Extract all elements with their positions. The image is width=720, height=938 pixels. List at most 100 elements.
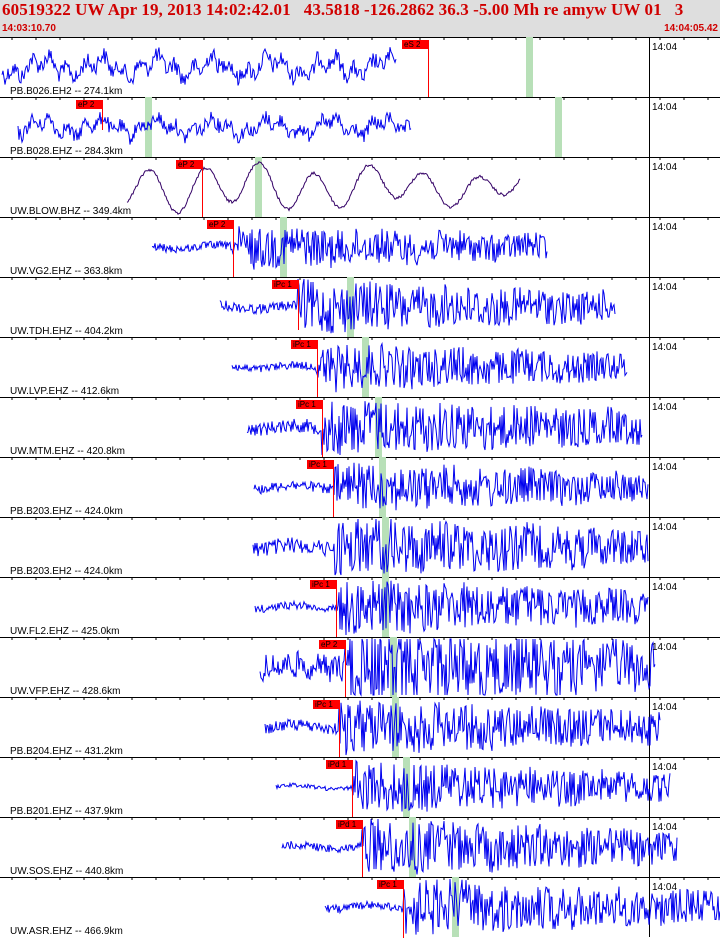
channel-row: eP 2 14:04 UW.VFP.EHZ -- 428.6km [0, 637, 720, 698]
channel-label: UW.MTM.EHZ -- 420.8km [10, 446, 125, 457]
phase-marker [392, 697, 399, 757]
channel-row: iPc 1 14:04 UW.MTM.EHZ -- 420.8km [0, 397, 720, 458]
channel-label: UW.TDH.EHZ -- 404.2km [10, 326, 123, 337]
pick-flag [291, 340, 317, 349]
pick-label: eP 2 [178, 160, 195, 169]
seismogram-header: 60519322 UW Apr 19, 2013 14:02:42.01 43.… [0, 0, 720, 37]
waveform-trace [1, 47, 397, 86]
channel-row: iPc 1 14:04 UW.TDH.EHZ -- 404.2km [0, 277, 720, 337]
row-time-label: 14:04 [652, 702, 677, 713]
phase-marker [145, 97, 152, 157]
row-time-label: 14:04 [652, 342, 677, 353]
waveform-trace [264, 700, 661, 756]
waveform-trace [126, 161, 521, 215]
waveform-trace [259, 637, 656, 697]
pick-label: iPc 1 [298, 400, 316, 409]
pick-label: iPc 1 [309, 460, 327, 469]
channel-row: iPd 1 14:04 PB.B201.EHZ -- 437.9km [0, 757, 720, 818]
channel-label: UW.FL2.EHZ -- 425.0km [10, 626, 119, 637]
phase-marker [452, 877, 459, 937]
waveform-trace [275, 759, 671, 812]
pick-flag [296, 400, 322, 409]
channel-label: PB.B204.EHZ -- 431.2km [10, 746, 123, 757]
pick-label: iPc 1 [274, 280, 292, 289]
channel-row: eP 2 14:04 PB.B028.EHZ -- 284.3km [0, 97, 720, 157]
pick-label: eP 2 [78, 100, 95, 109]
pick-flag [272, 280, 298, 289]
pick-label: iPc 1 [312, 580, 330, 589]
channel-row: iPc 1 14:04 PB.B204.EHZ -- 431.2km [0, 697, 720, 758]
row-time-label: 14:04 [652, 882, 677, 893]
row-time-label: 14:04 [652, 522, 677, 533]
waveform-trace [246, 401, 643, 456]
phase-marker [390, 637, 397, 697]
waveform-trace [219, 278, 616, 334]
pick-flag [377, 880, 403, 889]
channel-row: iPc 1 14:04 UW.ASR.EHZ -- 466.9km [0, 877, 720, 938]
pick-label: eP 2 [321, 640, 338, 649]
waveform-trace [231, 341, 628, 393]
channel-row: iPd 1 14:04 UW.SOS.EHZ -- 440.8km [0, 817, 720, 878]
channel-row: iPc 1 14:04 UW.FL2.EHZ -- 425.0km [0, 577, 720, 638]
pick-label: eS 2 [404, 40, 421, 49]
waveform-trace [151, 226, 548, 270]
pick-flag [402, 40, 428, 49]
pick-flag [336, 820, 362, 829]
channel-label: UW.VFP.EHZ -- 428.6km [10, 686, 120, 697]
channel-label: PB.B203.EHZ -- 424.0km [10, 506, 123, 517]
pick-label: eP 2 [209, 220, 226, 229]
pick-flag [76, 100, 102, 109]
pick-flag [176, 160, 202, 169]
channel-row: eS 2 14:04 PB.B026.EH2 -- 274.1km [0, 37, 720, 98]
channel-row: eP 2 14:04 UW.VG2.EHZ -- 363.8km [0, 217, 720, 278]
seismogram-panel: eS 2 14:04 PB.B026.EH2 -- 274.1km eP 2 14:04… [0, 37, 720, 938]
channel-label: UW.SOS.EHZ -- 440.8km [10, 866, 123, 877]
pick-label: iPc 1 [315, 700, 333, 709]
pick-label: iPd 1 [328, 760, 347, 769]
waveform-trace [254, 580, 649, 636]
pick-flag [207, 220, 233, 229]
row-time-label: 14:04 [652, 42, 677, 53]
row-time-label: 14:04 [652, 642, 677, 653]
waveform-trace [252, 518, 649, 576]
row-time-label: 14:04 [652, 222, 677, 233]
row-time-label: 14:04 [652, 102, 677, 113]
pick-flag [313, 700, 339, 709]
channel-row: iPc 1 14:04 PB.B203.EHZ -- 424.0km [0, 457, 720, 518]
channel-label: UW.BLOW.BHZ -- 349.4km [10, 206, 131, 217]
pick-flag [326, 760, 352, 769]
pick-flag [307, 460, 333, 469]
row-time-label: 14:04 [652, 582, 677, 593]
pick-flag [310, 580, 336, 589]
phase-marker [362, 337, 369, 397]
channel-label: PB.B026.EH2 -- 274.1km [10, 86, 122, 97]
row-time-label: 14:04 [652, 162, 677, 173]
row-time-label: 14:04 [652, 402, 677, 413]
channel-row: 14:04 PB.B203.EH2 -- 424.0km [0, 517, 720, 577]
window-end-time: 14:04:05.42 [664, 23, 718, 34]
channel-row: eP 2 14:04 UW.BLOW.BHZ -- 349.4km [0, 157, 720, 218]
channel-label: PB.B028.EHZ -- 284.3km [10, 146, 123, 157]
pick-flag [319, 640, 345, 649]
pick-label: iPc 1 [293, 340, 311, 349]
phase-marker [255, 157, 262, 217]
channel-label: UW.LVP.EHZ -- 412.6km [10, 386, 119, 397]
row-time-label: 14:04 [652, 282, 677, 293]
waveform-trace [281, 818, 678, 875]
event-title: 60519322 UW Apr 19, 2013 14:02:42.01 43.… [2, 0, 684, 19]
waveform-trace [17, 111, 412, 145]
phase-marker [526, 37, 533, 97]
row-time-label: 14:04 [652, 762, 677, 773]
waveform-trace [253, 462, 649, 511]
channel-label: PB.B201.EHZ -- 437.9km [10, 806, 123, 817]
row-time-label: 14:04 [652, 822, 677, 833]
channel-row: iPc 1 14:04 UW.LVP.EHZ -- 412.6km [0, 337, 720, 398]
channel-label: PB.B203.EH2 -- 424.0km [10, 566, 122, 577]
phase-marker [555, 97, 562, 157]
pick-label: iPd 1 [338, 820, 357, 829]
pick-label: iPc 1 [379, 880, 397, 889]
channel-label: UW.ASR.EHZ -- 466.9km [10, 926, 123, 937]
row-time-label: 14:04 [652, 462, 677, 473]
window-start-time: 14:03:10.70 [2, 23, 56, 34]
channel-label: UW.VG2.EHZ -- 363.8km [10, 266, 122, 277]
